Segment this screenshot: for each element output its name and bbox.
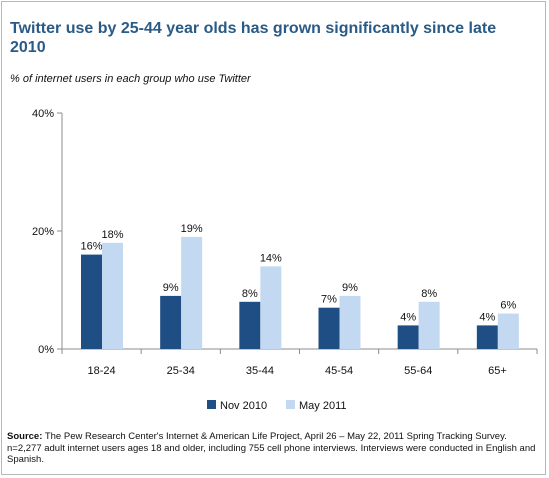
x-tick-label: 45-54 bbox=[325, 365, 353, 377]
y-tick-label: 20% bbox=[32, 226, 54, 238]
legend-label: May 2011 bbox=[299, 400, 347, 412]
bar-nov-2010-35-44 bbox=[239, 301, 261, 349]
x-tick-label: 65+ bbox=[488, 365, 507, 377]
legend-label: Nov 2010 bbox=[220, 400, 267, 412]
data-label: 6% bbox=[500, 300, 516, 312]
data-label: 4% bbox=[479, 311, 495, 323]
x-tick-label: 18-24 bbox=[88, 365, 116, 377]
bar-nov-2010-55-64 bbox=[397, 325, 419, 349]
bar-nov-2010-18-24 bbox=[81, 254, 102, 349]
bar-may-2011-55-64 bbox=[418, 301, 440, 349]
legend-swatch bbox=[207, 400, 216, 409]
data-label: 8% bbox=[421, 288, 437, 300]
source-note: Source: The Pew Research Center's Intern… bbox=[7, 431, 543, 466]
y-tick-label: 0% bbox=[38, 344, 54, 356]
source-text: The Pew Research Center's Internet & Ame… bbox=[7, 431, 536, 465]
bar-may-2011-25-34 bbox=[181, 236, 203, 349]
bar-may-2011-65+ bbox=[497, 313, 519, 349]
bar-may-2011-18-24 bbox=[102, 242, 123, 349]
legend-swatch bbox=[286, 400, 295, 409]
bar-may-2011-35-44 bbox=[260, 266, 282, 349]
source-label: Source: bbox=[7, 431, 43, 442]
bar-nov-2010-25-34 bbox=[160, 295, 182, 349]
y-tick-label: 40% bbox=[32, 108, 54, 120]
bar-nov-2010-65+ bbox=[476, 325, 498, 349]
chart-subtitle: % of internet users in each group who us… bbox=[10, 73, 251, 85]
bar-nov-2010-45-54 bbox=[318, 307, 340, 349]
data-label: 9% bbox=[163, 282, 179, 294]
data-label: 14% bbox=[260, 252, 282, 264]
data-label: 8% bbox=[242, 288, 258, 300]
x-tick-label: 25-34 bbox=[167, 365, 195, 377]
data-label: 4% bbox=[400, 311, 416, 323]
x-tick-label: 35-44 bbox=[246, 365, 274, 377]
x-tick-label: 55-64 bbox=[404, 365, 432, 377]
data-label: 9% bbox=[342, 282, 358, 294]
data-label: 19% bbox=[181, 223, 203, 235]
bar-may-2011-45-54 bbox=[339, 295, 361, 349]
chart-title: Twitter use by 25-44 year olds has grown… bbox=[10, 20, 497, 56]
data-label: 18% bbox=[101, 229, 123, 241]
data-label: 7% bbox=[321, 294, 337, 306]
data-label: 16% bbox=[80, 241, 102, 253]
